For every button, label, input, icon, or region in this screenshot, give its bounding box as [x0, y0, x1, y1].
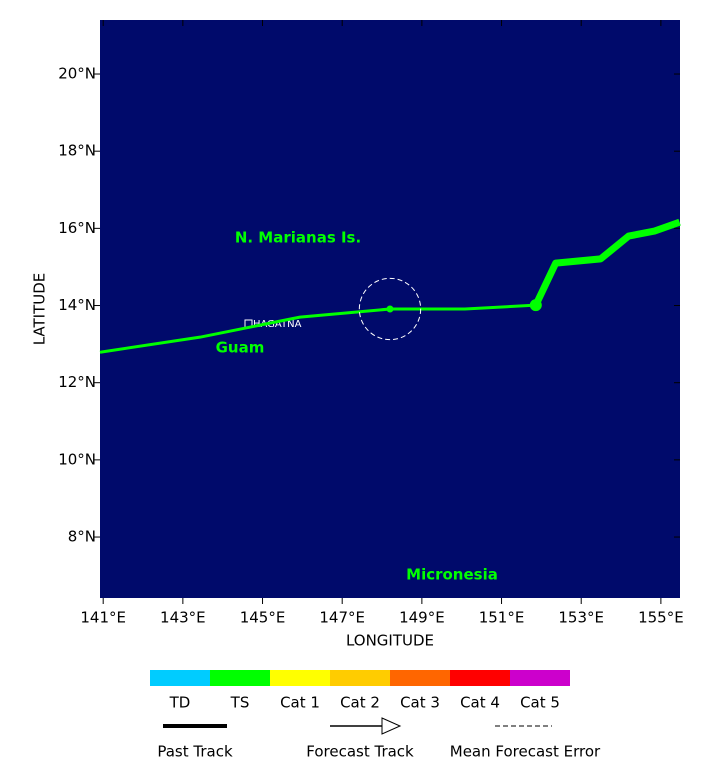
track-legend-label: Forecast Track	[306, 743, 414, 760]
intensity-swatch	[510, 670, 570, 686]
track-line	[99, 303, 536, 354]
x-tick-label: 141°E	[80, 609, 126, 627]
intensity-swatch	[390, 670, 450, 686]
annotation: HAGATNA	[253, 319, 302, 330]
intensity-swatch	[270, 670, 330, 686]
track-legend-label: Mean Forecast Error	[450, 743, 601, 760]
annotation: N. Marianas Is.	[235, 229, 361, 247]
y-tick-label: 8°N	[68, 528, 96, 546]
x-tick-label: 147°E	[319, 609, 365, 627]
x-tick-label: 153°E	[558, 609, 604, 627]
x-tick-label: 151°E	[479, 609, 525, 627]
past-track-icon	[163, 724, 227, 728]
x-tick-label: 155°E	[638, 609, 684, 627]
forecast-error-circle	[358, 277, 422, 341]
intensity-label: Cat 4	[460, 694, 500, 712]
intensity-swatch	[150, 670, 210, 686]
x-tick-label: 143°E	[160, 609, 206, 627]
y-tick-label: 10°N	[58, 450, 96, 468]
track-legend-label: Past Track	[157, 743, 233, 760]
y-tick-label: 20°N	[58, 65, 96, 83]
intensity-label: Cat 3	[400, 694, 440, 712]
current-position	[386, 305, 394, 313]
intensity-label: TS	[230, 694, 250, 712]
x-tick-label: 145°E	[240, 609, 286, 627]
x-axis-label: LONGITUDE	[346, 632, 434, 650]
intensity-swatch	[450, 670, 510, 686]
y-axis-label: LATITUDE	[31, 273, 49, 346]
intensity-label: TD	[169, 694, 191, 712]
y-tick-label: 18°N	[58, 142, 96, 160]
y-tick-label: 16°N	[58, 219, 96, 237]
x-tick-label: 149°E	[399, 609, 445, 627]
intensity-swatch	[210, 670, 270, 686]
intensity-label: Cat 2	[340, 694, 380, 712]
annotation: Micronesia	[406, 566, 498, 584]
forecast-arrow-icon	[381, 717, 402, 735]
y-tick-label: 14°N	[58, 296, 96, 314]
annotation: Guam	[216, 339, 265, 357]
intensity-label: Cat 1	[280, 694, 320, 712]
track-line	[532, 218, 681, 307]
intensity-swatch	[330, 670, 390, 686]
intensity-label: Cat 5	[520, 694, 560, 712]
y-tick-label: 12°N	[58, 373, 96, 391]
track-point	[529, 299, 542, 312]
